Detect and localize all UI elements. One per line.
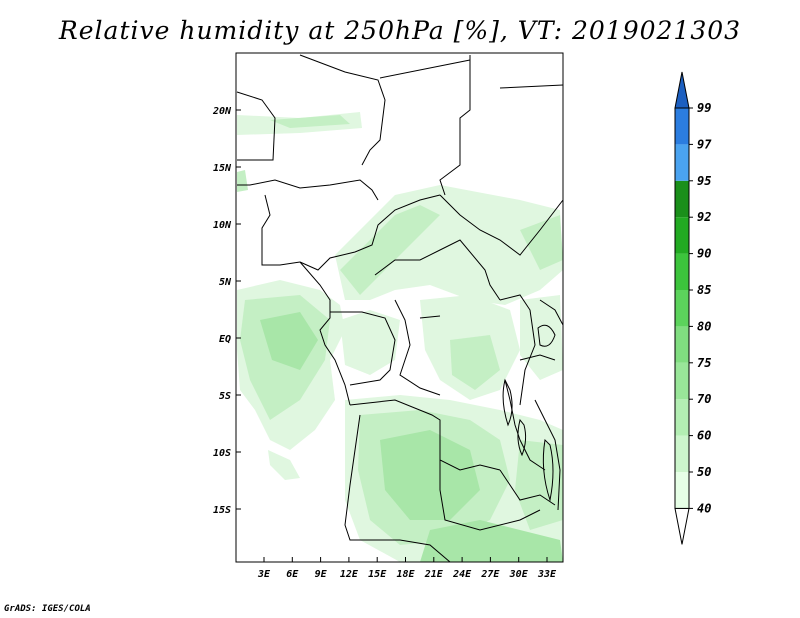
lat-label: 10N [213, 220, 232, 231]
colorbar-label: 95 [697, 174, 711, 188]
colorbar-segment [675, 253, 689, 290]
lon-label: 21E [424, 569, 444, 580]
map-frame [235, 52, 564, 563]
lon-label: 27E [480, 569, 500, 580]
lat-label: 5N [219, 277, 232, 288]
colorbar-segment [675, 217, 689, 254]
lat-label: EQ [219, 334, 231, 345]
lon-label: 30E [509, 569, 529, 580]
colorbar-label: 50 [697, 465, 711, 479]
lon-label: 24E [452, 569, 472, 580]
colorbar: 40 50 60 70 75 80 85 90 92 95 97 99 [674, 71, 712, 545]
humidity-area [260, 312, 318, 370]
map-title: Relative humidity at 250hPa [%], VT: 201… [58, 16, 742, 45]
lon-label: 18E [396, 569, 415, 580]
humidity-area [420, 520, 563, 562]
colorbar-frame [674, 107, 690, 509]
colorbar-label: 90 [697, 247, 711, 261]
colorbar-label: 99 [697, 101, 711, 115]
colorbar-segment [675, 362, 689, 400]
humidity-area [340, 310, 400, 375]
humidity-area [340, 205, 440, 295]
colorbar-segment [675, 290, 689, 327]
lat-label: 20N [212, 106, 232, 117]
colorbar-label: 85 [697, 283, 711, 297]
lon-label: 6E [286, 569, 299, 580]
colorbar-segment [674, 507, 690, 545]
credit-label: GrADS: IGES/COLA [4, 604, 91, 614]
colorbar-label: 60 [697, 429, 711, 443]
humidity-area [515, 440, 563, 530]
humidity-area [237, 170, 248, 192]
lat-label: 15S [213, 505, 231, 516]
colorbar-segment [675, 472, 689, 509]
colorbar-label: 75 [697, 356, 711, 370]
lon-label: 12E [340, 569, 359, 580]
lat-label: 15N [213, 163, 232, 174]
colorbar-label: 92 [697, 210, 711, 224]
colorbar-segment [675, 108, 689, 145]
lon-label: 9E [315, 569, 328, 580]
colorbar-segment [675, 180, 689, 218]
humidity-area [380, 430, 480, 520]
colorbar-segment [674, 71, 690, 109]
humidity-area [520, 215, 563, 270]
colorbar-label: 80 [697, 319, 711, 333]
colorbar-segment [675, 144, 689, 181]
lake-outlines [419, 315, 556, 502]
humidity-area [270, 115, 350, 128]
colorbar-label: 40 [697, 501, 711, 515]
longitude-axis: 3E 6E 9E 12E 15E 18E 21E 24E 27E 30E 33E [257, 557, 557, 580]
colorbar-label: 70 [697, 392, 711, 406]
humidity-area [450, 335, 500, 390]
lat-label: 10S [213, 448, 231, 459]
latitude-axis: 20N 15N 10N 5N EQ 5S 10S 15S [212, 106, 241, 516]
colorbar-segment [675, 435, 689, 472]
country-boundaries [236, 54, 564, 563]
humidity-field [237, 112, 563, 562]
lon-label: 33E [537, 569, 557, 580]
colorbar-label: 97 [697, 137, 712, 151]
lon-label: 3E [257, 569, 271, 580]
lat-label: 5S [219, 391, 231, 402]
colorbar-segment [675, 326, 689, 363]
lon-label: 15E [368, 569, 387, 580]
humidity-area [268, 450, 300, 480]
colorbar-segment [675, 399, 689, 436]
